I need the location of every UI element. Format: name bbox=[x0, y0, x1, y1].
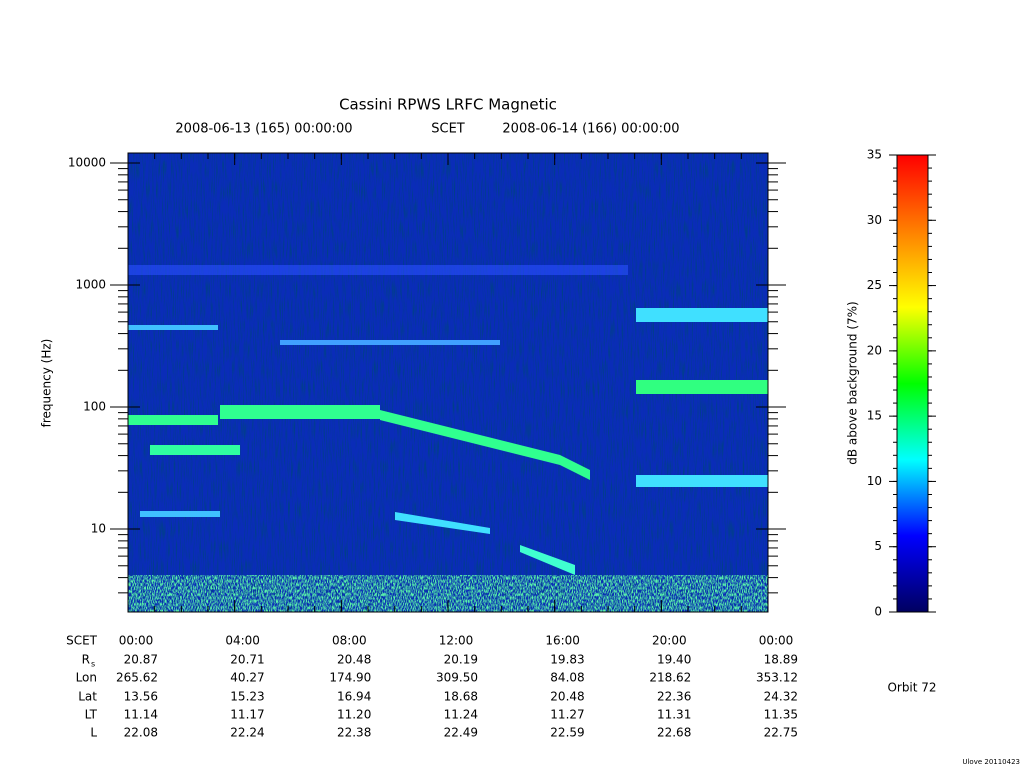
subtitle-start: 2008-06-13 (165) 00:00:00 bbox=[175, 122, 352, 137]
ephemeris-value: 218.62 bbox=[649, 671, 691, 685]
ephemeris-value: 15.23 bbox=[230, 690, 264, 704]
emission-band bbox=[280, 340, 500, 345]
emission-band bbox=[150, 445, 240, 455]
colorbar-tick-label: 0 bbox=[874, 605, 882, 619]
emission-band bbox=[220, 405, 380, 419]
ephemeris-value: 11.17 bbox=[230, 708, 264, 722]
x-tick-label: 20:00 bbox=[652, 634, 687, 648]
emission-band bbox=[636, 475, 768, 487]
emission-band bbox=[128, 415, 218, 425]
colorbar-tick-label: 30 bbox=[867, 213, 882, 227]
ephemeris-value: 22.49 bbox=[444, 726, 478, 740]
ephemeris-value: 24.32 bbox=[764, 690, 798, 704]
ephemeris-value: 353.12 bbox=[756, 671, 798, 685]
colorbar-tick-label: 5 bbox=[874, 539, 882, 553]
ephemeris-value: 13.56 bbox=[124, 690, 158, 704]
x-tick-label: 12:00 bbox=[439, 634, 474, 648]
ephemeris-value: 22.36 bbox=[657, 690, 691, 704]
y-tick-label: 1000 bbox=[75, 278, 106, 292]
ephemeris-value: 309.50 bbox=[436, 671, 478, 685]
x-tick-label: 04:00 bbox=[225, 634, 260, 648]
y-axis-label: frequency (Hz) bbox=[40, 339, 54, 428]
ephemeris-row-sub: s bbox=[91, 660, 95, 669]
ephemeris-value: 22.75 bbox=[764, 726, 798, 740]
footer: Ulove 20110423 bbox=[962, 758, 1020, 766]
ephemeris-row-label: Lat bbox=[78, 690, 97, 704]
colorbar-tick-label: 25 bbox=[867, 278, 882, 292]
ephemeris-value: 20.87 bbox=[124, 653, 158, 667]
colorbar-tick-label: 20 bbox=[867, 343, 882, 357]
ephemeris-value: 20.19 bbox=[444, 653, 478, 667]
subtitle-mid: SCET bbox=[431, 122, 465, 137]
emission-band bbox=[380, 410, 590, 480]
ephemeris-value: 11.20 bbox=[337, 708, 371, 722]
orbit-label: Orbit 72 bbox=[887, 681, 936, 695]
x-tick-label: 00:00 bbox=[119, 634, 154, 648]
ephemeris-value: 11.31 bbox=[657, 708, 691, 722]
y-tick-label: 100 bbox=[83, 400, 106, 414]
colorbar-label: dB above background (7%) bbox=[846, 301, 860, 464]
colorbar bbox=[896, 154, 929, 613]
x-tick-label: 16:00 bbox=[545, 634, 580, 648]
ephemeris-value: 22.08 bbox=[124, 726, 158, 740]
x-tick-label: 00:00 bbox=[759, 634, 794, 648]
subtitle-end: 2008-06-14 (166) 00:00:00 bbox=[502, 122, 679, 137]
emission-band bbox=[128, 265, 628, 275]
emission-band bbox=[395, 512, 490, 534]
chart-title: Cassini RPWS LRFC Magnetic bbox=[339, 96, 557, 114]
colorbar-tick-label: 15 bbox=[867, 409, 882, 423]
emission-band bbox=[520, 545, 575, 575]
x-tick-label: 08:00 bbox=[332, 634, 367, 648]
colorbar-tick-label: 35 bbox=[867, 148, 882, 162]
colorbar-tick-label: 10 bbox=[867, 474, 882, 488]
y-tick-label: 10000 bbox=[68, 156, 106, 170]
ephemeris-value: 18.89 bbox=[764, 653, 798, 667]
ephemeris-row-label: L bbox=[90, 726, 97, 740]
spectrogram bbox=[128, 153, 768, 612]
ephemeris-value: 20.48 bbox=[337, 653, 371, 667]
ephemeris-time-label: SCET bbox=[66, 634, 98, 648]
ephemeris-value: 265.62 bbox=[116, 671, 158, 685]
ephemeris-value: 174.90 bbox=[329, 671, 371, 685]
ephemeris-value: 22.24 bbox=[230, 726, 264, 740]
ephemeris-value: 22.38 bbox=[337, 726, 371, 740]
ephemeris-row-label: R bbox=[82, 653, 90, 667]
ephemeris-value: 40.27 bbox=[230, 671, 264, 685]
ephemeris-value: 22.59 bbox=[550, 726, 584, 740]
emission-band bbox=[140, 511, 220, 517]
emission-band bbox=[636, 308, 768, 322]
ephemeris-value: 11.14 bbox=[124, 708, 158, 722]
ephemeris-row-label: Lon bbox=[76, 671, 97, 685]
emission-band bbox=[636, 380, 768, 394]
ephemeris-value: 16.94 bbox=[337, 690, 371, 704]
emission-band bbox=[128, 325, 218, 330]
ephemeris-value: 84.08 bbox=[550, 671, 584, 685]
ephemeris-row-label: LT bbox=[85, 708, 98, 722]
ephemeris-value: 20.48 bbox=[550, 690, 584, 704]
ephemeris-value: 11.24 bbox=[444, 708, 478, 722]
ephemeris-value: 18.68 bbox=[444, 690, 478, 704]
ephemeris-value: 22.68 bbox=[657, 726, 691, 740]
ephemeris-value: 20.71 bbox=[230, 653, 264, 667]
ephemeris-value: 11.27 bbox=[550, 708, 584, 722]
ephemeris-value: 19.40 bbox=[657, 653, 691, 667]
y-tick-label: 10 bbox=[91, 522, 106, 536]
ephemeris-value: 19.83 bbox=[550, 653, 584, 667]
ephemeris-value: 11.35 bbox=[764, 708, 798, 722]
